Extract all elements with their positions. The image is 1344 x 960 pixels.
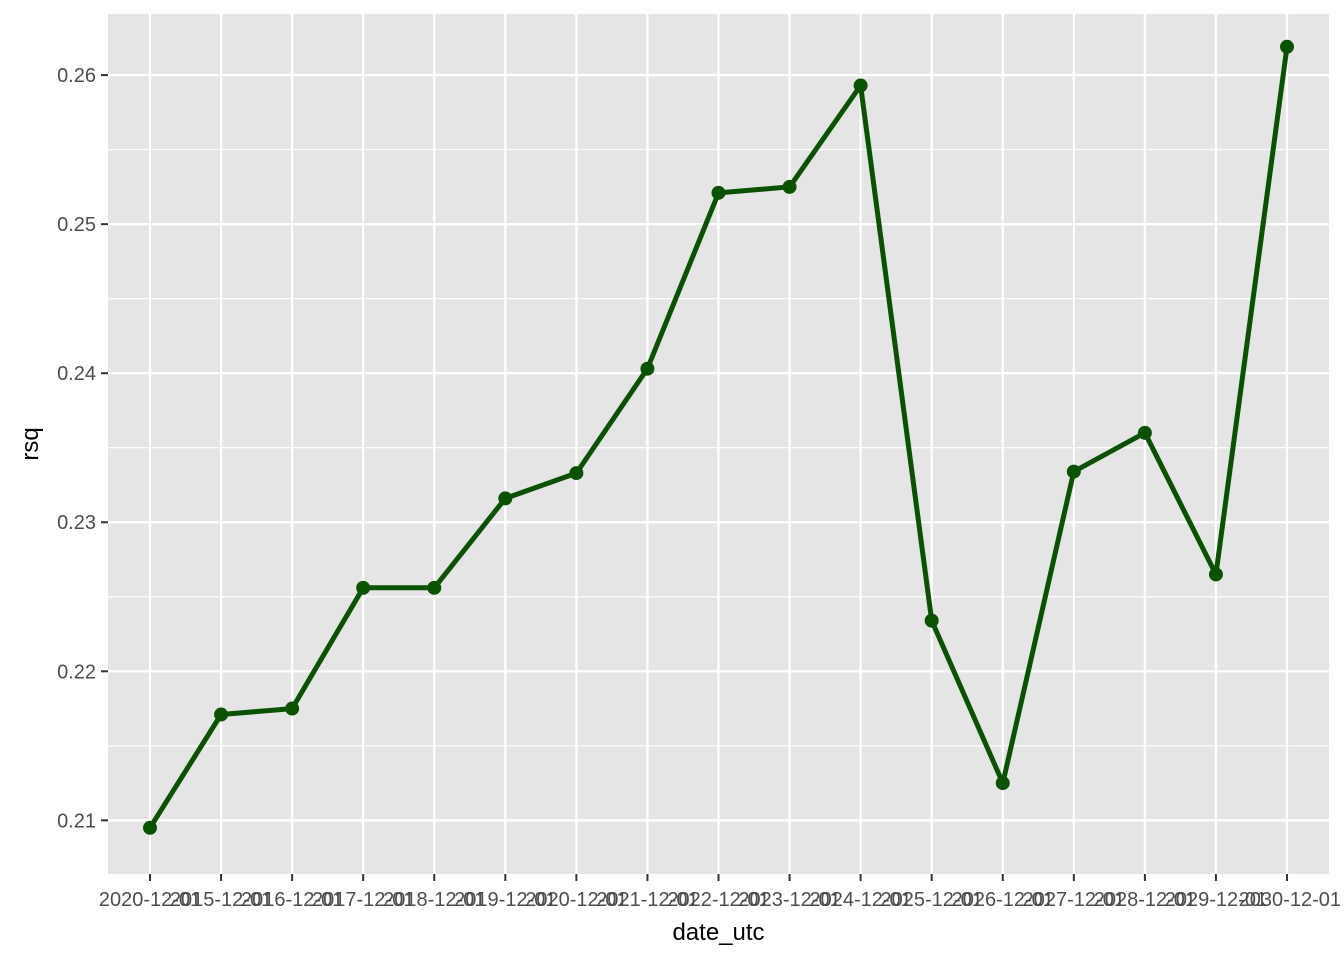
major-gridlines bbox=[108, 14, 1329, 874]
data-point bbox=[853, 78, 868, 93]
data-point bbox=[640, 361, 655, 376]
data-point bbox=[214, 707, 229, 722]
data-point bbox=[924, 613, 939, 628]
data-point bbox=[995, 776, 1010, 791]
x-axis: 2020-12-012015-12-012016-12-012017-12-01… bbox=[99, 874, 1341, 911]
x-tick-label: 2018-12-01 bbox=[383, 889, 485, 911]
data-point bbox=[356, 580, 371, 595]
x-tick-label: 2024-12-01 bbox=[809, 889, 911, 911]
data-point bbox=[782, 179, 797, 194]
x-tick-label: 2022-12-01 bbox=[667, 889, 769, 911]
x-tick-label: 2016-12-01 bbox=[241, 889, 343, 911]
x-tick-label: 2019-12-01 bbox=[454, 889, 556, 911]
x-tick-label: 2025-12-01 bbox=[881, 889, 983, 911]
x-tick-label: 2026-12-01 bbox=[952, 889, 1054, 911]
data-point bbox=[569, 466, 584, 481]
x-tick-label: 2028-12-01 bbox=[1094, 889, 1196, 911]
x-tick-label: 2023-12-01 bbox=[738, 889, 840, 911]
y-axis: 0.21 0.22 0.23 0.24 0.25 0.26 bbox=[57, 65, 108, 832]
x-tick-label: 2015-12-01 bbox=[170, 889, 272, 911]
data-point bbox=[143, 820, 157, 835]
series-layer bbox=[143, 39, 1294, 835]
y-tick-label: 0.25 bbox=[57, 214, 96, 236]
x-tick-label: 2030-12-01 bbox=[1239, 889, 1341, 911]
data-point bbox=[427, 580, 442, 595]
data-point bbox=[1208, 567, 1223, 582]
data-point bbox=[1280, 39, 1294, 54]
y-tick-label: 0.26 bbox=[57, 65, 96, 87]
y-tick-label: 0.22 bbox=[57, 661, 96, 683]
y-tick-label: 0.21 bbox=[57, 810, 96, 832]
data-point bbox=[285, 701, 300, 716]
x-tick-label: 2020-12-01 bbox=[525, 889, 627, 911]
x-axis-title: date_utc bbox=[672, 919, 764, 946]
y-tick-label: 0.23 bbox=[57, 512, 96, 534]
data-point bbox=[711, 185, 726, 200]
x-tick-label: 2027-12-01 bbox=[1023, 889, 1125, 911]
x-tick-label: 2020-12-01 bbox=[99, 889, 201, 911]
data-point bbox=[1137, 425, 1152, 440]
data-point bbox=[498, 491, 513, 506]
x-tick-label: 2017-12-01 bbox=[312, 889, 414, 911]
data-point bbox=[1066, 464, 1081, 479]
x-tick-label: 2021-12-01 bbox=[596, 889, 698, 911]
y-tick-label: 0.24 bbox=[57, 363, 96, 385]
x-tick-label: 2029-12-01 bbox=[1165, 889, 1267, 911]
y-axis-title: rsq bbox=[17, 427, 44, 460]
